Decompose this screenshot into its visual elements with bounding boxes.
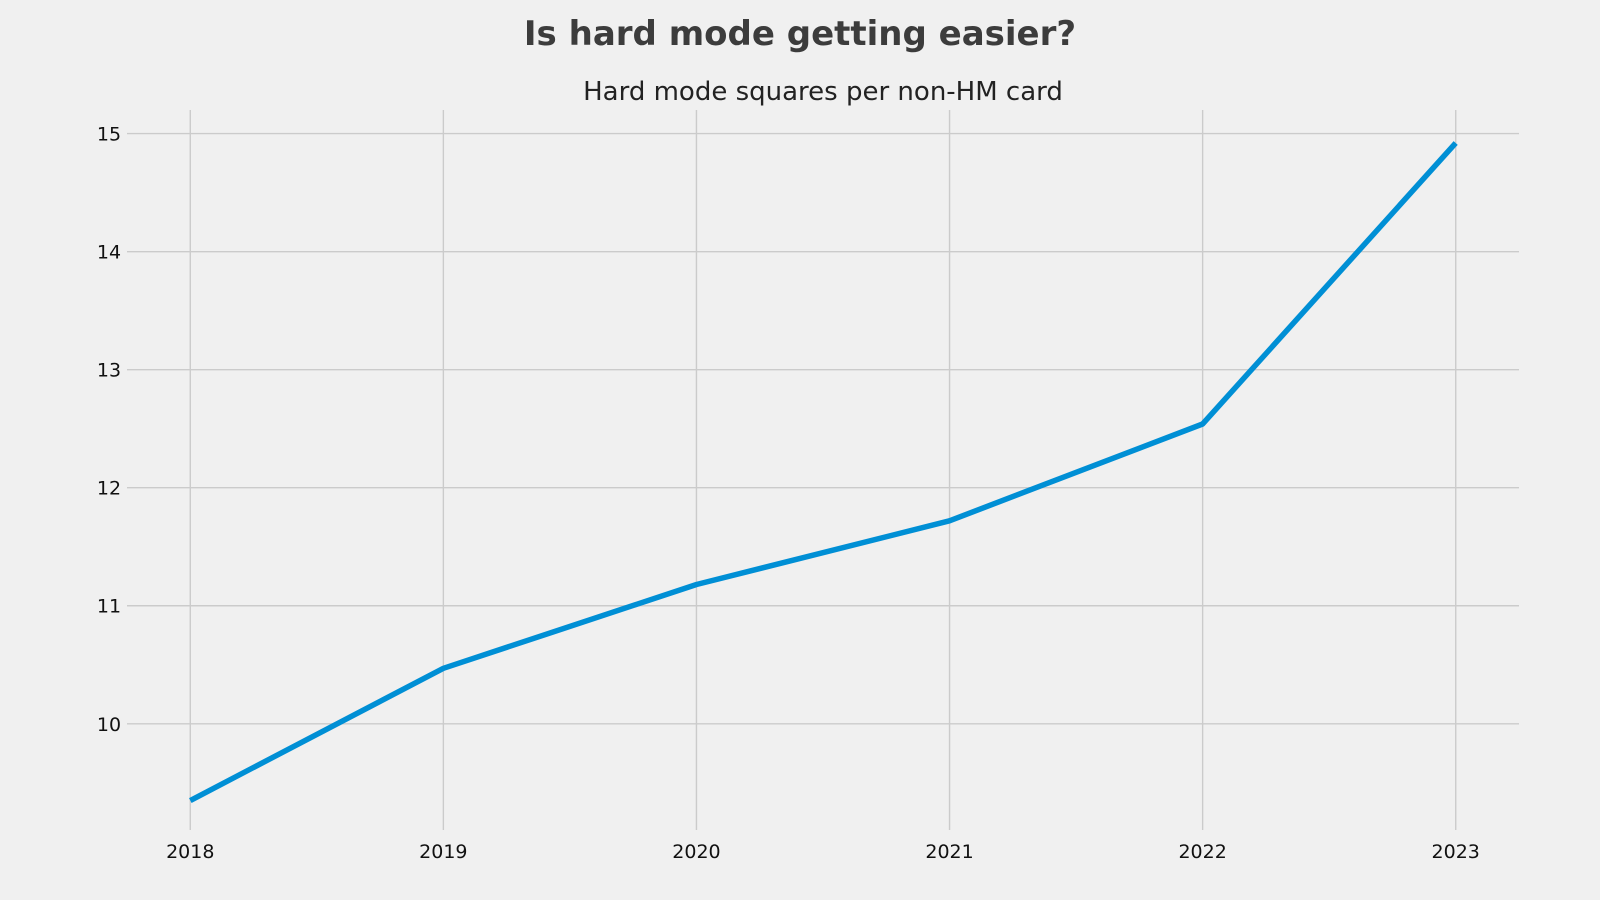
y-tick-label: 11 bbox=[97, 596, 121, 618]
y-tick-label: 15 bbox=[97, 124, 121, 146]
x-tick-label: 2018 bbox=[166, 841, 214, 863]
x-tick-labels: 2018 2019 2020 2021 2022 2023 bbox=[166, 841, 1480, 863]
y-tick-label: 13 bbox=[97, 360, 121, 382]
y-tick-label: 12 bbox=[97, 478, 121, 500]
x-tick-label: 2019 bbox=[419, 841, 467, 863]
x-gridlines bbox=[189, 110, 1457, 830]
chart-title: Is hard mode getting easier? bbox=[524, 14, 1076, 54]
chart-subtitle: Hard mode squares per non-HM card bbox=[583, 77, 1063, 107]
y-tick-label: 10 bbox=[97, 714, 121, 736]
x-tick-label: 2022 bbox=[1178, 841, 1226, 863]
y-tick-label: 14 bbox=[97, 242, 121, 264]
y-tick-labels: 10 11 12 13 14 15 bbox=[97, 124, 121, 736]
x-tick-label: 2021 bbox=[925, 841, 973, 863]
series-line bbox=[189, 141, 1458, 803]
x-tick-label: 2023 bbox=[1432, 841, 1480, 863]
x-tick-label: 2020 bbox=[672, 841, 720, 863]
y-gridlines bbox=[127, 132, 1519, 725]
series-layer bbox=[189, 141, 1458, 803]
